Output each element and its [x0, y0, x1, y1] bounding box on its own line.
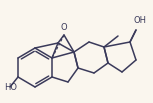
- Text: O: O: [61, 23, 67, 32]
- Text: HO: HO: [4, 83, 17, 91]
- Text: OH: OH: [133, 15, 146, 25]
